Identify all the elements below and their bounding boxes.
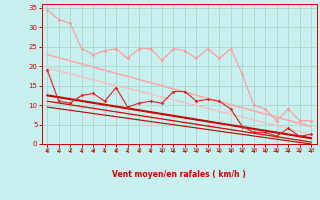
X-axis label: Vent moyen/en rafales ( km/h ): Vent moyen/en rafales ( km/h ) (112, 170, 246, 179)
